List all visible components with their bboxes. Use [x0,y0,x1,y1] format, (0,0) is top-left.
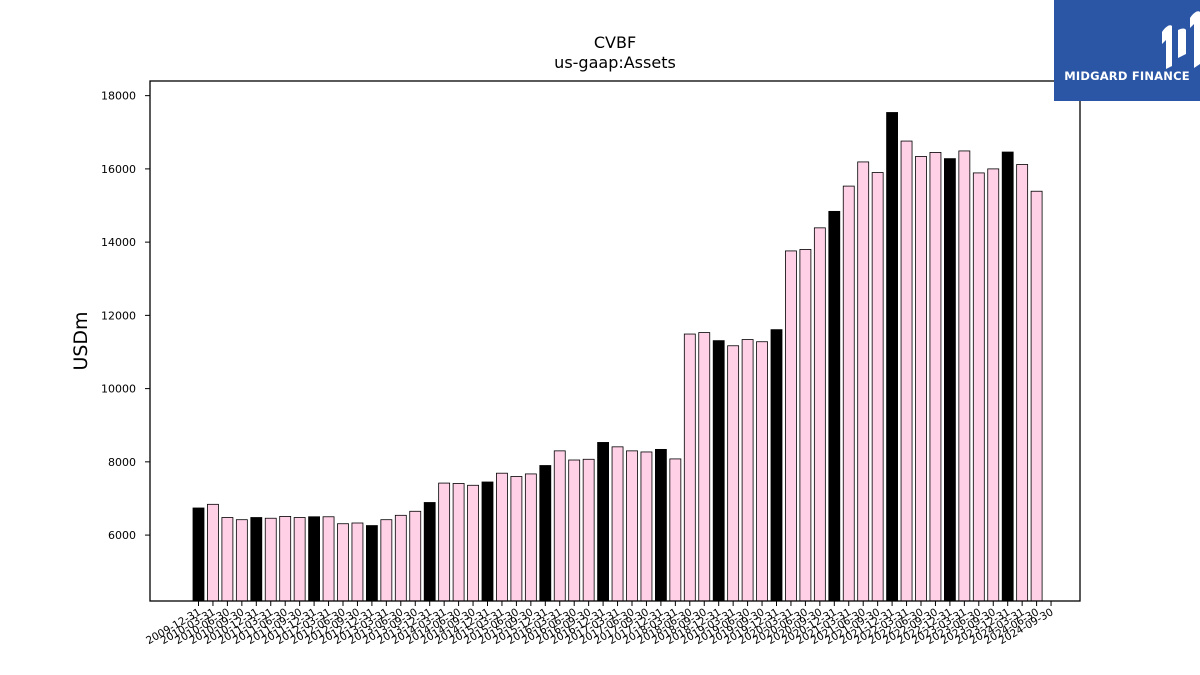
bar-2019-09-30 [756,341,768,602]
bar-2020-03-31 [785,250,797,602]
bar-2020-06-30 [799,249,812,602]
y-tick-label: 12000 [101,309,136,322]
bar-2020-12-31 [828,210,841,602]
bar-2014-12-31 [481,481,494,602]
bar-2023-03-31 [958,150,971,602]
bar-2013-09-30 [409,510,422,602]
bar-2018-09-30 [698,332,711,602]
bar-2010-12-31 [250,517,263,602]
bar-2015-06-30 [510,476,523,602]
bar-2010-06-30 [221,517,234,602]
bar-2021-06-30 [857,161,870,602]
bar-2022-09-30 [929,152,942,602]
logo-text: MIDGARD FINANCE [1064,69,1190,83]
bar-2012-09-30 [351,522,364,602]
plot-frame [149,80,1081,602]
y-axis-label: USDm [70,311,92,370]
bar-2023-06-30 [972,172,985,602]
y-tick-label: 8000 [108,456,136,469]
y-tick-label: 10000 [101,383,136,396]
bar-2021-03-31 [842,185,855,602]
y-tick-label: 14000 [101,236,136,249]
bar-2019-06-30 [741,339,754,602]
bar-2017-03-31 [611,446,624,602]
bar-2017-06-30 [626,450,638,602]
bar-2011-09-30 [293,517,306,602]
bar-2019-12-31 [770,329,783,602]
bar-2010-03-31 [207,503,219,602]
bar-2011-03-31 [264,517,277,602]
bar-2018-03-31 [669,458,682,602]
bar-2022-03-31 [900,140,913,602]
bar-2012-12-31 [365,525,378,602]
bar-2016-06-30 [568,459,581,602]
y-tick-label: 18000 [101,90,136,103]
y-axis: 6000 8000 10000 12000 14000 16000 18000 [101,90,150,542]
bar-2009-12-31 [192,507,205,602]
bar-2024-03-31 [1016,164,1029,602]
bar-2012-03-31 [322,516,335,602]
bar-2013-12-31 [423,502,436,602]
bar-2016-09-30 [582,458,595,602]
chart-title: CVBF [594,33,636,52]
logo-mark-icon [1162,11,1200,69]
bar-2016-12-31 [597,442,609,602]
bar-2012-06-30 [337,523,349,602]
bar-2021-09-30 [871,172,884,602]
bar-2022-12-31 [944,158,956,602]
bar-2015-09-30 [524,473,537,602]
bar-2011-12-31 [308,516,321,602]
brand-logo: MIDGARD FINANCE [1054,0,1200,101]
bar-2011-06-30 [279,516,292,602]
y-tick-label: 16000 [101,163,136,176]
bar-2021-12-31 [886,112,898,602]
bar-2014-09-30 [467,484,479,602]
bar-2020-09-30 [813,227,826,602]
bar-2017-12-31 [655,448,667,602]
bar-2016-03-31 [553,450,566,602]
bar-2013-03-31 [380,519,393,602]
bar-2023-09-30 [987,168,1000,602]
bar-2013-06-30 [394,514,407,602]
bar-2018-12-31 [712,340,725,602]
bar-2024-06-30 [1030,190,1043,602]
chart-subtitle: us-gaap:Assets [554,53,676,72]
bar-2019-03-31 [727,345,740,602]
bar-2018-06-30 [683,333,696,602]
bars-group [192,112,1043,602]
bar-2015-12-31 [539,465,552,602]
bar-2023-12-31 [1001,151,1014,602]
bar-2017-09-30 [640,451,653,602]
bar-2022-06-30 [915,156,927,602]
bar-2014-03-31 [438,482,451,602]
bar-2014-06-30 [452,483,465,602]
bar-2010-09-30 [235,519,248,602]
y-tick-label: 6000 [108,529,136,542]
x-axis: 2009-12-312010-03-312010-06-302010-09-30… [144,601,1056,647]
bar-2015-03-31 [496,472,508,602]
